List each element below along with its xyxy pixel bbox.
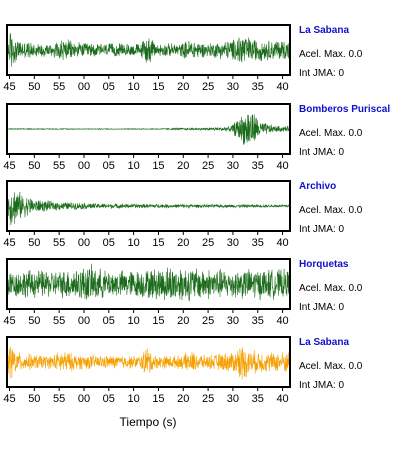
x-tick-label: 10 <box>127 315 139 327</box>
x-tick-label: 35 <box>252 237 264 249</box>
panel-3: 45 50 55 00 05 10 15 20 25 30 35 40 Archivo Acel. Max… <box>3 180 363 249</box>
x-tick-label: 20 <box>177 315 189 327</box>
x-tick-label: 20 <box>177 81 189 93</box>
x-tick-label: 50 <box>28 160 40 172</box>
waveform-trace <box>7 114 290 145</box>
x-tick-label: 50 <box>28 315 40 327</box>
x-tick-label: 00 <box>78 393 90 405</box>
x-tick-label: 40 <box>276 237 288 249</box>
x-tick-label: 30 <box>227 81 239 93</box>
x-tick-label: 05 <box>103 315 115 327</box>
x-tick-label: 25 <box>202 160 214 172</box>
waveform-trace <box>7 263 290 302</box>
x-tick-label: 05 <box>103 393 115 405</box>
acel-max-label: Acel. Max. 0.0 <box>299 283 363 294</box>
waveform-trace <box>7 33 290 67</box>
station-name: La Sabana <box>299 25 349 36</box>
station-name: Bomberos Puriscal <box>299 104 390 115</box>
station-name: La Sabana <box>299 337 349 348</box>
x-tick-label: 30 <box>227 315 239 327</box>
x-tick-label: 50 <box>28 81 40 93</box>
x-tick-label: 50 <box>28 237 40 249</box>
panel-4: 45 50 55 00 05 10 15 20 25 30 35 40 Horquetas Acel. M… <box>3 258 363 327</box>
x-tick-label: 25 <box>202 237 214 249</box>
x-tick-label: 30 <box>227 393 239 405</box>
x-tick-label: 05 <box>103 237 115 249</box>
x-tick-label: 40 <box>276 81 288 93</box>
x-tick-label: 20 <box>177 393 189 405</box>
panel-frame <box>6 24 291 76</box>
station-name: Horquetas <box>299 259 349 270</box>
x-tick-label: 15 <box>152 160 164 172</box>
station-name: Archivo <box>299 181 336 192</box>
panel-5: 45 50 55 00 05 10 15 20 25 30 35 40 La Sabana Acel. M… <box>3 336 363 405</box>
int-jma-label: Int JMA: 0 <box>299 380 344 391</box>
x-tick-label: 45 <box>3 160 15 172</box>
acel-max-label: Acel. Max. 0.0 <box>299 128 363 139</box>
x-tick-label: 15 <box>152 315 164 327</box>
x-tick-label: 40 <box>276 315 288 327</box>
panel-frame <box>6 180 291 232</box>
x-tick-label: 15 <box>152 237 164 249</box>
x-tick-label: 35 <box>252 315 264 327</box>
x-tick-label: 45 <box>3 393 15 405</box>
acel-max-label: Acel. Max. 0.0 <box>299 49 363 60</box>
x-tick-label: 50 <box>28 393 40 405</box>
panel-2: 45 50 55 00 05 10 15 20 25 30 35 40 Bomberos Purisca… <box>3 103 390 172</box>
x-tick-label: 35 <box>252 393 264 405</box>
x-tick-label: 40 <box>276 160 288 172</box>
x-tick-label: 10 <box>127 393 139 405</box>
x-tick-label: 00 <box>78 237 90 249</box>
x-tick-label: 00 <box>78 315 90 327</box>
x-tick-label: 10 <box>127 237 139 249</box>
x-axis-label: Tiempo (s) <box>120 415 177 429</box>
x-tick-label: 20 <box>177 237 189 249</box>
x-tick-label: 30 <box>227 160 239 172</box>
x-tick-label: 15 <box>152 393 164 405</box>
x-tick-label: 20 <box>177 160 189 172</box>
x-tick-label: 30 <box>227 237 239 249</box>
x-tick-label: 55 <box>53 81 65 93</box>
panel-frame <box>6 336 291 388</box>
x-tick-label: 00 <box>78 81 90 93</box>
int-jma-label: Int JMA: 0 <box>299 147 344 158</box>
x-tick-label: 55 <box>53 393 65 405</box>
x-tick-label: 10 <box>127 81 139 93</box>
x-tick-label: 25 <box>202 315 214 327</box>
x-tick-label: 40 <box>276 393 288 405</box>
panel-frame <box>6 103 291 155</box>
x-tick-label: 25 <box>202 393 214 405</box>
panel-1: 45 50 55 00 05 10 15 20 25 30 35 40 La Sabana Acel. M… <box>3 24 363 93</box>
x-tick-label: 35 <box>252 160 264 172</box>
waveform-trace <box>7 191 290 226</box>
acel-max-label: Acel. Max. 0.0 <box>299 205 363 216</box>
x-tick-label: 05 <box>103 81 115 93</box>
x-tick-label: 55 <box>53 160 65 172</box>
panel-frame <box>6 258 291 310</box>
int-jma-label: Int JMA: 0 <box>299 302 344 313</box>
x-tick-label: 15 <box>152 81 164 93</box>
x-tick-label: 45 <box>3 237 15 249</box>
x-tick-label: 05 <box>103 160 115 172</box>
x-tick-label: 00 <box>78 160 90 172</box>
acel-max-label: Acel. Max. 0.0 <box>299 361 363 372</box>
x-tick-label: 25 <box>202 81 214 93</box>
x-tick-label: 45 <box>3 315 15 327</box>
x-tick-label: 10 <box>127 160 139 172</box>
x-tick-label: 35 <box>252 81 264 93</box>
x-tick-label: 45 <box>3 81 15 93</box>
waveform-trace <box>7 346 290 380</box>
int-jma-label: Int JMA: 0 <box>299 224 344 235</box>
int-jma-label: Int JMA: 0 <box>299 68 344 79</box>
x-tick-label: 55 <box>53 237 65 249</box>
x-tick-label: 55 <box>53 315 65 327</box>
